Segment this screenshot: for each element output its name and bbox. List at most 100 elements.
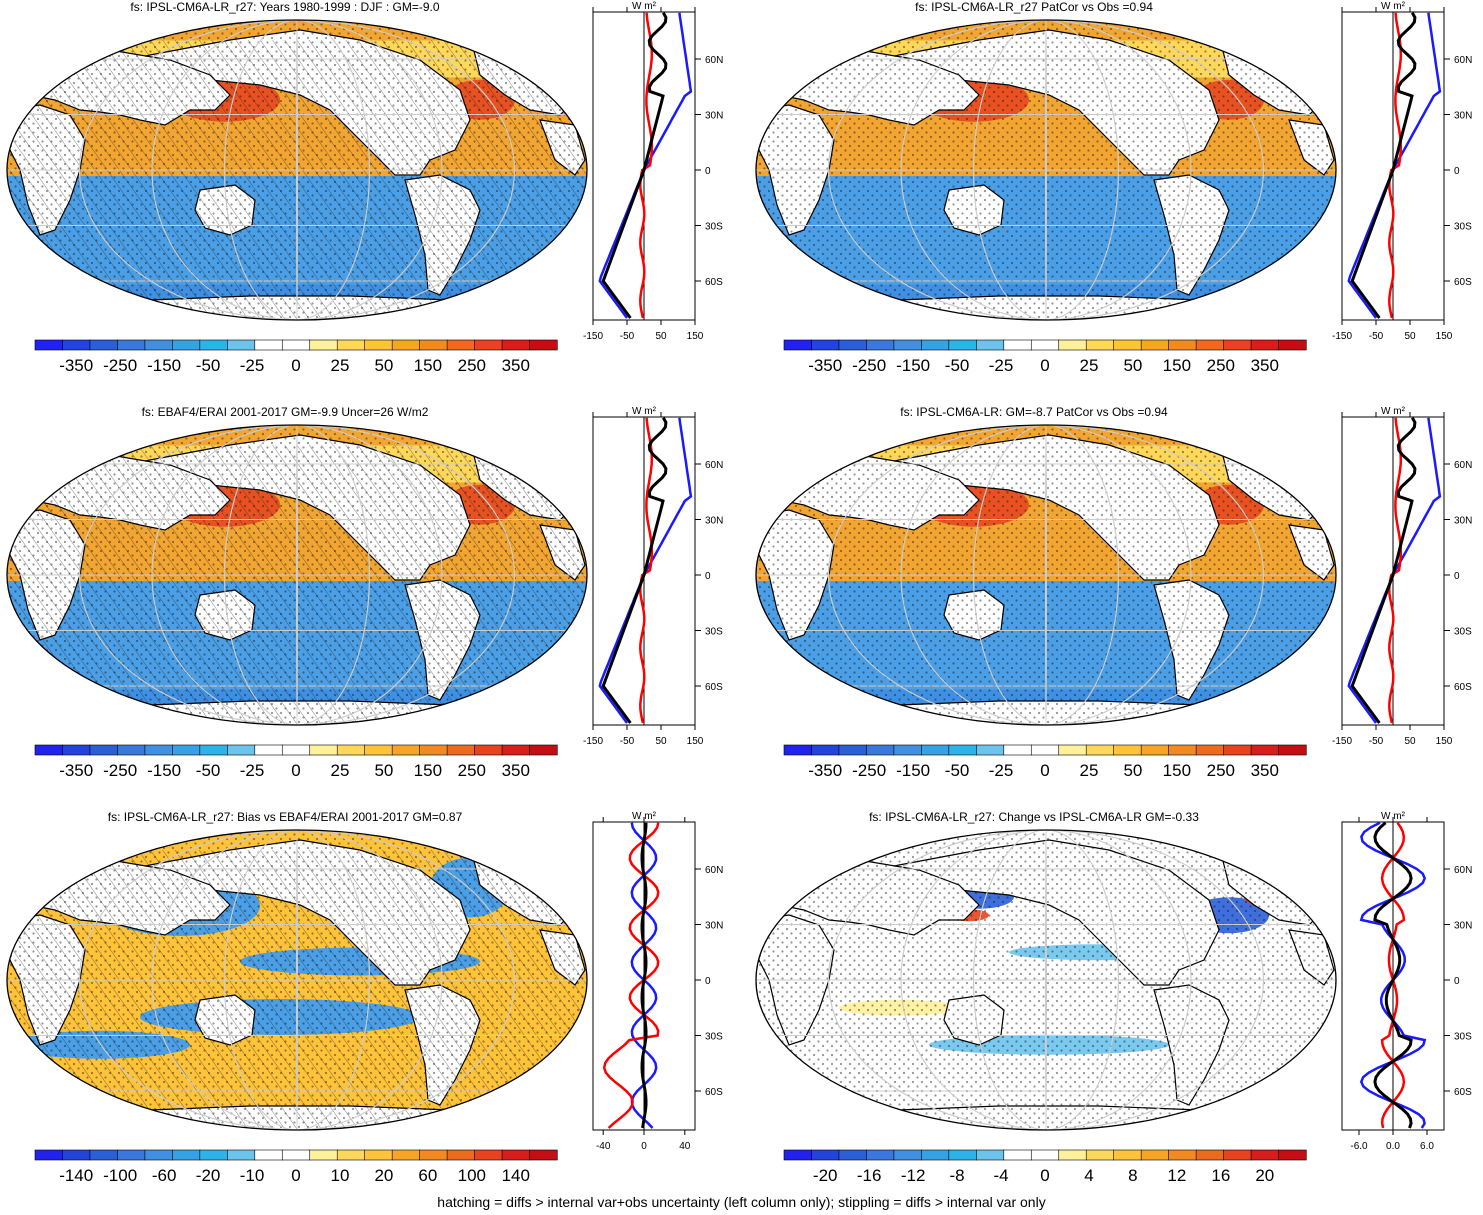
colorbar-swatch [1168,1149,1197,1161]
colorbar-swatch [1030,339,1060,351]
colorbar-swatch [866,1149,895,1161]
zonal-lat-label: 60N [705,460,723,471]
colorbar-swatch [62,339,91,351]
colorbar-tick-label: -250 [103,761,137,780]
colorbar-tick-label: -12 [901,1166,926,1185]
colorbar-swatch [811,339,840,351]
colorbar-swatch [419,339,448,351]
graticule-meridian [973,425,1119,725]
figure-footer-note: hatching = diffs > internal var+obs unce… [437,1194,1046,1210]
map-border [755,424,1337,726]
zonal-lat-label: 0 [705,571,711,582]
colorbar-tick-label: 350 [1251,356,1279,375]
colorbar-tick-label: 350 [502,356,530,375]
zonal-x-tick-label: -150 [1332,736,1352,747]
colorbar-tick-label: -25 [240,761,265,780]
graticule-meridian [973,830,1119,1130]
zonal-x-tick-label: 0 [641,1141,647,1152]
colorbar-swatch [199,744,228,756]
zonal-unit-label: W m² [1381,1,1406,12]
colorbar-tick-label: -8 [950,1166,965,1185]
map-p6-fields [756,830,1336,1130]
panel-p3: fs: EBAF4/ERAI 2001-2017 GM=-9.9 Uncer=2… [0,405,741,805]
panel-p4: fs: IPSL-CM6A-LR: GM=-8.7 PatCor vs Obs … [749,405,1483,805]
panel-p6: fs: IPSL-CM6A-LR_r27: Change vs IPSL-CM6… [749,810,1483,1210]
colorbar-swatch [172,339,201,351]
colorbar-swatch [89,339,119,351]
colorbar-swatch [976,339,1005,351]
zonal-lat-label: 30S [705,222,723,233]
panel-graphics: -140 -100 -60 -20 -10 0 10 20 60 100 14060N30N030S… [6,811,723,1185]
colorbar-swatch [254,1149,283,1161]
colorbar-tick-label: -350 [808,356,842,375]
colorbar-tick-label: -25 [240,356,265,375]
colorbar-tick-label: -50 [945,761,970,780]
colorbar-swatch [1085,339,1115,351]
colorbar-swatch [254,744,283,756]
colorbar-swatch [336,339,366,351]
colorbar-swatch [281,744,311,756]
colorbar-swatch [1030,744,1060,756]
colorbar-swatch [446,1149,476,1161]
colorbar-swatch [1113,339,1142,351]
colorbar-tick-label: 16 [1211,1166,1230,1185]
colorbar-swatch [1030,1149,1060,1161]
zonal-lat-label: 30N [705,111,723,122]
graticule-meridian [900,830,1192,1130]
zonal-lat-label: 30N [1454,111,1472,122]
colorbar-swatch [1250,1149,1280,1161]
colorbar-swatch [419,1149,448,1161]
zonal-x-tick-label: -150 [1332,331,1352,342]
colorbar-swatch [838,744,868,756]
zonal-x-tick-label: -50 [1369,736,1384,747]
colorbar-swatch [1140,339,1170,351]
graticule-meridian [828,425,1264,725]
colorbar-swatch [364,339,393,351]
zonal-lat-label: 0 [705,166,711,177]
zonal-model-line [1350,417,1417,724]
colorbar-swatch [117,744,146,756]
colorbar-swatch [1250,339,1280,351]
colorbar-tick-label: -350 [59,761,93,780]
zonal-red-line [1380,822,1406,1129]
zonal-model-line [601,12,668,319]
colorbar-tick-label: -25 [989,356,1014,375]
graticule-meridian [224,20,370,320]
colorbar-swatch [89,1149,119,1161]
colorbar-tick-label: 25 [330,356,349,375]
colorbar-swatch [474,744,503,756]
zonal-lat-label: 60S [1454,1087,1472,1098]
colorbar-swatch [364,1149,393,1161]
panel-graphics: -20 -16 -12 -8 -4 0 4 8 12 16 20 60N 30N 0 30S 60S -6.0 0… [755,811,1472,1185]
zonal-x-tick-label: -150 [583,331,603,342]
colorbar-tick-label: 250 [1207,761,1235,780]
zonal-x-tick-label: 50 [1404,331,1416,342]
graticule-meridian [828,830,1264,1130]
map-border [755,829,1337,1131]
colorbar-swatch [948,339,977,351]
colorbar-swatch [1223,1149,1252,1161]
colorbar-tick-label: 20 [1255,1166,1274,1185]
colorbar-swatch [783,744,813,756]
colorbar-swatch [838,1149,868,1161]
colorbar-tick-label: 100 [458,1166,486,1185]
colorbar-swatch [199,1149,228,1161]
zonal-x-tick-label: 50 [1404,736,1416,747]
zonal-x-tick-label: 0.0 [1386,1141,1400,1152]
colorbar-swatch [34,1149,64,1161]
map-p5-fields [7,830,587,1130]
zonal-unit-label: W m² [632,406,657,417]
colorbar-swatch [529,1149,558,1161]
zonal-lat-label: 60N [705,55,723,66]
zonal-x-tick-label: 150 [687,736,704,747]
colorbar-swatch [391,1149,421,1161]
zonal-lat-label: 30S [1454,627,1472,638]
colorbar-swatch [921,339,950,351]
graticule-meridian [828,20,1264,320]
colorbar-tick-label: 4 [1084,1166,1093,1185]
graticule-meridian [151,830,443,1130]
colorbar-swatch [921,744,950,756]
colorbar-swatch [336,1149,366,1161]
colorbar-tick-label: -250 [103,356,137,375]
colorbar-tick-label: -50 [945,356,970,375]
